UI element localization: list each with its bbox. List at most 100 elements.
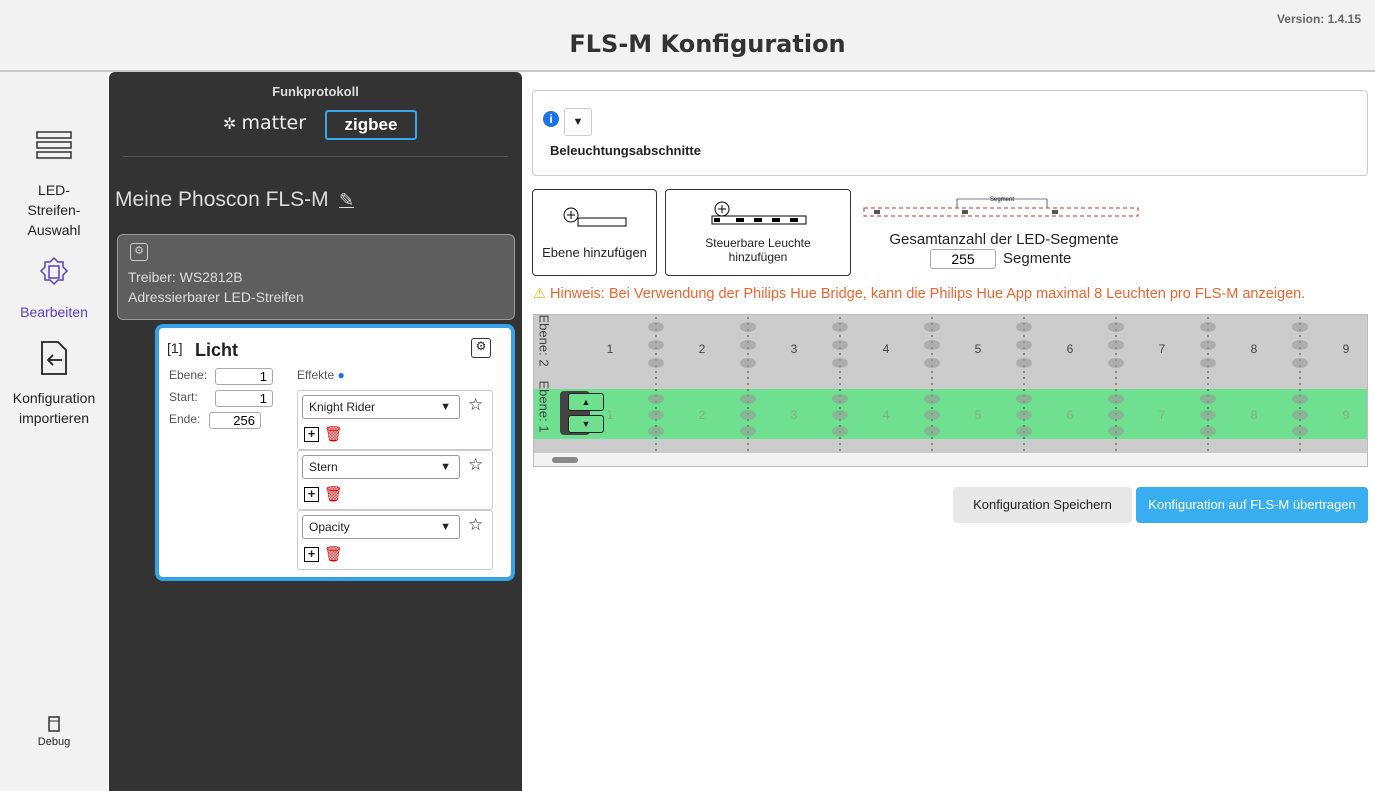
button-label: Steuerbare Leuchte hinzufügen [705,236,811,264]
field-label: Start: [169,390,198,404]
led-icon [1292,410,1308,420]
led-icon [648,394,664,404]
segment-number: 2 [698,408,706,422]
move-up[interactable]: ▲ [568,393,604,411]
led-icon [832,426,848,436]
expand-button[interactable]: ▼ [564,108,592,136]
field-input[interactable]: 256 [209,412,261,429]
nav-import[interactable]: Konfiguration importieren [12,390,96,426]
effect-select[interactable]: Stern ▼ [302,455,460,479]
total-label: Gesamtanzahl der LED-Segmente [889,231,1119,248]
add-layer-button[interactable]: Ebene hinzufügen [532,189,657,276]
settings-icon[interactable]: ⚙ [471,338,491,358]
segment-number: 4 [882,342,890,356]
title-text: FLS-M Konfiguration [569,30,846,58]
led-icon [740,394,756,404]
led-icon [648,358,664,368]
device-name: Meine Phoscon FLS-M [115,188,329,211]
effect-settings[interactable]: ☆ [468,455,484,474]
nav-debug[interactable]: Debug [37,736,71,748]
led-icon [1108,394,1124,404]
segment-number: 5 [974,408,982,422]
led-icon [740,322,756,332]
led-icon [1108,358,1124,368]
edit-panel: Funkprotokoll ✲ matter zigbee Meine Phos… [109,72,522,791]
led-icon [648,426,664,436]
effect-settings[interactable]: ☆ [468,395,484,414]
segment-label: Segment [990,197,1014,203]
protocol-zigbee[interactable]: zigbee [325,110,417,140]
segment-number: 5 [974,342,982,356]
led-icon [1200,394,1216,404]
rename-icon[interactable]: ✎ [339,190,355,210]
total-input[interactable]: 255 [930,249,996,269]
protocol-matter[interactable]: ✲ matter [223,112,307,134]
add-effect[interactable]: + [304,487,319,502]
led-icon [924,322,940,332]
light-index: [1] [167,340,183,356]
led-icon [1292,394,1308,404]
led-icon [1200,322,1216,332]
sidebar: LED-Streifen-Auswahl Bearbeiten Konfigur… [0,72,108,791]
field-input[interactable]: 1 [215,390,273,407]
segment-number: 3 [790,342,798,356]
dropdown-arrow: ▼ [440,461,451,473]
import-icon [41,341,67,375]
layer-handle[interactable]: ▲ ▼ [560,391,604,435]
nav-edit[interactable]: Bearbeiten [20,304,88,320]
led-icon [1292,322,1308,332]
effect-select[interactable]: Knight Rider ▼ [302,395,460,419]
header: Version: 1.4.15 FLS-M Konfiguration [0,0,1375,72]
led-icon [924,394,940,404]
segment-number: 8 [1250,342,1258,356]
led-icon [924,358,940,368]
led-icon [740,426,756,436]
led-icon [1016,426,1032,436]
light-name: Licht [195,340,238,360]
field-input[interactable]: 1 [215,368,273,385]
layer-icon [563,207,627,227]
segment-number: 8 [1250,408,1258,422]
scrollbar[interactable] [534,453,1367,466]
led-icon [740,410,756,420]
led-icon [1200,410,1216,420]
led-icon [832,394,848,404]
info-icon[interactable]: i [543,111,559,127]
led-icon [1108,410,1124,420]
led-icon [740,358,756,368]
delete-effect[interactable]: 🗑 [324,486,344,503]
led-icon [648,410,664,420]
protocol-label: Funkprotokoll [272,84,359,99]
effect-settings[interactable]: ☆ [468,515,484,534]
settings-icon[interactable]: ⚙ [130,243,148,261]
layer-row-active [534,389,1367,439]
move-down[interactable]: ▼ [568,415,604,433]
nav-strip-select[interactable]: LED-Streifen-Auswahl [27,182,81,238]
delete-effect[interactable]: 🗑 [324,426,344,443]
section-box: i ▼ Beleuchtungsabschnitte [532,90,1368,176]
transfer-button[interactable]: Konfiguration auf FLS-M übertragen [1136,487,1368,523]
add-effect[interactable]: + [304,547,319,562]
add-effect[interactable]: + [304,427,319,442]
dropdown-arrow: ▼ [440,521,451,533]
led-icon [1016,322,1032,332]
debug-icon [48,716,60,732]
led-icon [1292,340,1308,350]
save-button[interactable]: Konfiguration Speichern [953,487,1132,523]
divider [123,156,508,157]
segment-number: 7 [1158,342,1166,356]
led-icon [648,322,664,332]
title: FLS-M Konfiguration [0,30,1375,58]
effect-select[interactable]: Opacity ▼ [302,515,460,539]
add-light-button[interactable]: Steuerbare Leuchte hinzufügen [665,189,851,276]
segment-number: 1 [606,342,614,356]
field-label: Ebene: [169,368,208,382]
segment-number: 2 [698,342,706,356]
segment-number: 4 [882,408,890,422]
protocol-name: zigbee [344,115,398,134]
segment-diagram: Segment [863,197,1139,217]
led-icon [1200,340,1216,350]
delete-effect[interactable]: 🗑 [324,546,344,563]
